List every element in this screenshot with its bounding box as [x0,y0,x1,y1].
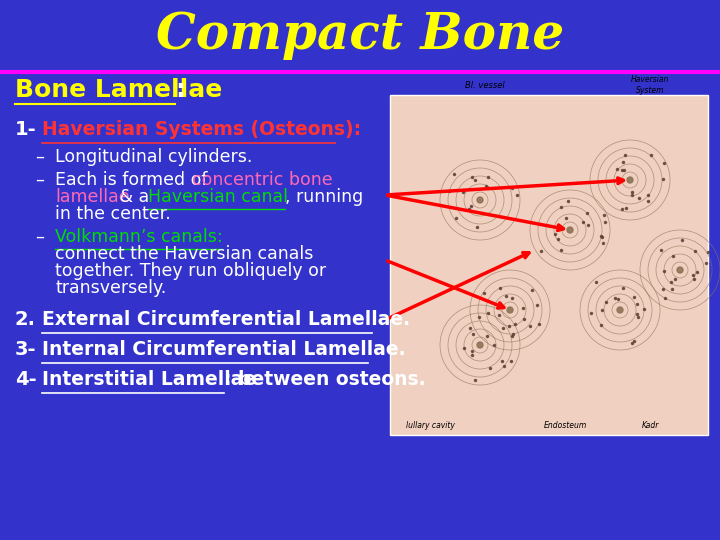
Text: Interstitial Lamellae: Interstitial Lamellae [42,370,256,389]
Text: connect the Haversian canals: connect the Haversian canals [55,245,313,263]
Text: Each is formed of: Each is formed of [55,171,213,189]
Text: Endosteum: Endosteum [544,421,587,429]
Text: together. They run obliquely or: together. They run obliquely or [55,262,326,280]
Text: –: – [35,148,44,166]
Text: lullary cavity: lullary cavity [405,421,454,429]
Text: –: – [35,171,44,189]
Circle shape [677,267,683,273]
Text: Haversian canal: Haversian canal [148,188,288,206]
Circle shape [477,197,483,203]
Text: in the center.: in the center. [55,205,171,223]
Text: Haversian
System: Haversian System [631,75,669,94]
Text: transversely.: transversely. [55,279,166,297]
Text: Kadr: Kadr [642,421,659,429]
Text: External Circumferential Lamellae.: External Circumferential Lamellae. [42,310,410,329]
Text: Compact Bone: Compact Bone [156,10,564,59]
Text: :: : [175,78,185,102]
FancyBboxPatch shape [390,95,708,435]
Text: Internal Circumferential Lamellae.: Internal Circumferential Lamellae. [42,340,405,359]
Circle shape [627,177,633,183]
Text: lamellae: lamellae [55,188,130,206]
Text: Bl. vessel: Bl. vessel [465,80,505,90]
Text: concentric bone: concentric bone [192,171,333,189]
Text: Longitudinal cylinders.: Longitudinal cylinders. [55,148,253,166]
Text: 1-: 1- [15,120,37,139]
Text: Bone Lamellae: Bone Lamellae [15,78,222,102]
Text: –: – [35,228,44,246]
Text: Volkmann’s canals:: Volkmann’s canals: [55,228,222,246]
Text: & a: & a [114,188,155,206]
Circle shape [507,307,513,313]
Text: Haversian Systems (Osteons):: Haversian Systems (Osteons): [42,120,361,139]
Text: , running: , running [285,188,364,206]
Circle shape [617,307,623,313]
Circle shape [567,227,573,233]
Text: 3-: 3- [15,340,37,359]
Text: 4-: 4- [15,370,37,389]
Circle shape [477,342,483,348]
Text: : between osteons.: : between osteons. [224,370,426,389]
Text: 2.: 2. [15,310,36,329]
